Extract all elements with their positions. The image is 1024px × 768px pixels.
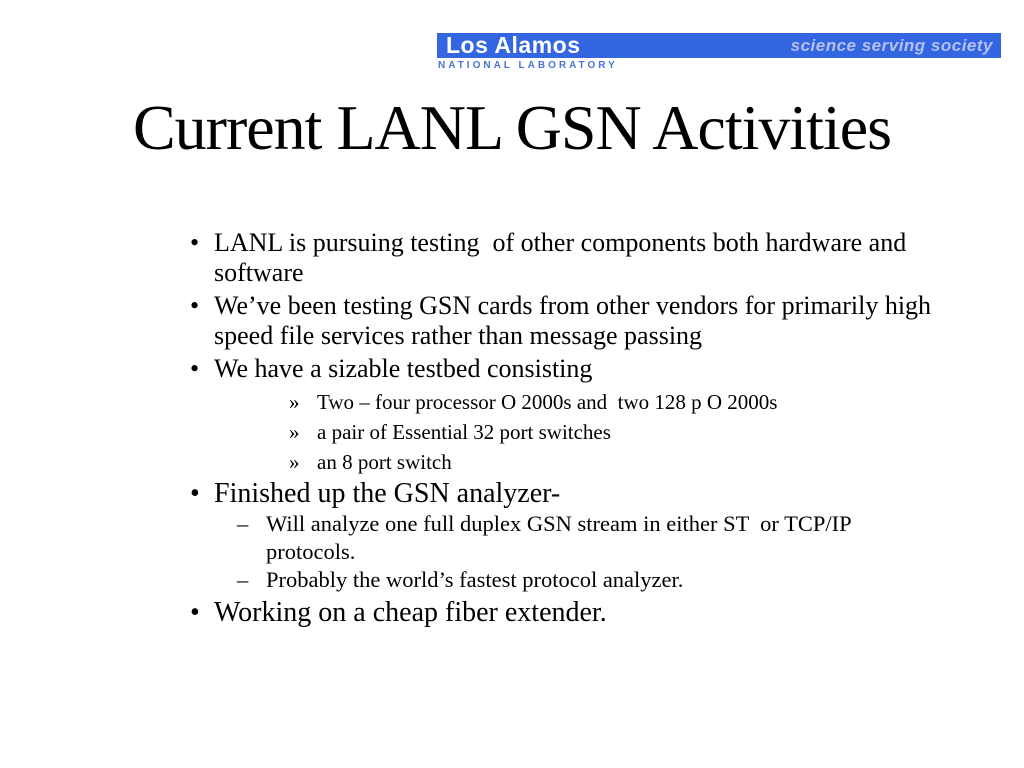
bullet-text: Will analyze one full duplex GSN stream …	[266, 510, 852, 566]
bullet-line: speed file services rather than message …	[214, 321, 703, 350]
bullet-line: software	[214, 258, 304, 287]
bullet-text: a pair of Essential 32 port switches	[317, 417, 611, 447]
bullet-line: Two – four processor O 2000s and two 128…	[317, 390, 778, 414]
bullet-item: » a pair of Essential 32 port switches	[190, 417, 970, 447]
bullet-text: an 8 port switch	[317, 447, 452, 477]
bullet-list: • LANL is pursuing testing of other compo…	[190, 228, 970, 629]
bullet-marker: »	[289, 450, 300, 474]
bullet-line: Working on a cheap fiber extender.	[214, 597, 607, 628]
bullet-line: We have a sizable testbed consisting	[214, 354, 593, 383]
bullet-item: • We have a sizable testbed consisting	[190, 354, 970, 384]
bullet-item: » an 8 port switch	[190, 447, 970, 477]
bullet-line: an 8 port switch	[317, 450, 452, 474]
header-banner: Los Alamos science serving society	[437, 33, 1001, 58]
bullet-marker: •	[190, 478, 200, 509]
bullet-marker: –	[237, 511, 249, 536]
bullet-item: – Probably the world’s fastest protocol a…	[190, 566, 970, 594]
bullet-line: Will analyze one full duplex GSN stream …	[266, 511, 852, 536]
bullet-marker: •	[190, 354, 200, 383]
bullet-marker: •	[190, 597, 200, 628]
bullet-item: • Finished up the GSN analyzer-	[190, 477, 970, 510]
bullet-text: LANL is pursuing testing of other compon…	[214, 228, 906, 288]
bullet-text: Probably the world’s fastest protocol an…	[266, 566, 683, 594]
bullet-marker: »	[289, 420, 300, 444]
bullet-item: • We’ve been testing GSN cards from other…	[190, 291, 970, 351]
bullet-line: a pair of Essential 32 port switches	[317, 420, 611, 444]
bullet-text: We have a sizable testbed consisting	[214, 354, 592, 384]
bullet-text: Working on a cheap fiber extender.	[214, 596, 607, 629]
bullet-line: protocols.	[266, 539, 356, 564]
bullet-marker: •	[190, 228, 200, 257]
bullet-line: Probably the world’s fastest protocol an…	[266, 567, 684, 592]
bullet-item: • Working on a cheap fiber extender.	[190, 596, 970, 629]
national-laboratory-label: NATIONAL LABORATORY	[438, 60, 618, 71]
bullet-text: Finished up the GSN analyzer-	[214, 477, 560, 510]
bullet-text: Two – four processor O 2000s and two 128…	[317, 387, 777, 417]
los-alamos-logo-text: Los Alamos	[446, 32, 581, 58]
bullet-item: • LANL is pursuing testing of other compo…	[190, 228, 970, 288]
bullet-marker: –	[237, 567, 249, 592]
tagline-text: science serving society	[790, 35, 993, 55]
bullet-item: – Will analyze one full duplex GSN stream…	[190, 510, 970, 566]
bullet-line: LANL is pursuing testing of other compon…	[214, 228, 907, 257]
bullet-text: We’ve been testing GSN cards from other …	[214, 291, 931, 351]
bullet-marker: »	[289, 390, 300, 414]
bullet-line: Finished up the GSN analyzer-	[214, 478, 561, 509]
bullet-line: We’ve been testing GSN cards from other …	[214, 291, 932, 320]
page-title: Current LANL GSN Activities	[132, 92, 892, 163]
bullet-item: » Two – four processor O 2000s and two 12…	[190, 387, 970, 417]
bullet-marker: •	[190, 291, 200, 320]
